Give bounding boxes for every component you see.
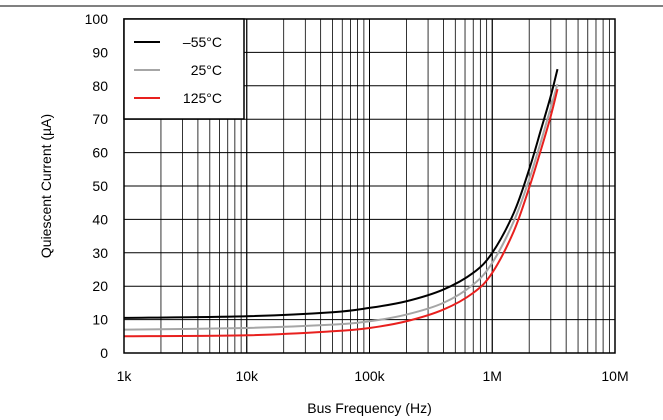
- tick-labels: 0 10 20 30 40 50 60 70 80 90 100 1k 10k 100k 1M 10M: [85, 11, 629, 384]
- legend-label: 125°C: [183, 90, 222, 106]
- plot-frame: [123, 18, 616, 354]
- y-tick-label: 70: [92, 111, 108, 127]
- y-tick-label: 20: [92, 278, 108, 294]
- x-tick-label: 1M: [483, 368, 502, 384]
- x-tick-label: 10M: [601, 368, 628, 384]
- y-tick-label: 50: [92, 178, 108, 194]
- x-tick-label: 10k: [235, 368, 259, 384]
- legend-label: –55°C: [183, 34, 222, 50]
- series-layer: [123, 68, 559, 338]
- x-tick-label: 100k: [354, 368, 385, 384]
- legend-label: 25°C: [191, 62, 222, 78]
- y-tick-label: 30: [92, 245, 108, 261]
- legend: –55°C 25°C 125°C: [123, 18, 245, 120]
- y-tick-label: 90: [92, 44, 108, 60]
- series-line-1: [123, 83, 559, 331]
- y-tick-label: 10: [92, 312, 108, 328]
- y-tick-label: 40: [92, 211, 108, 227]
- y-tick-label: 80: [92, 78, 108, 94]
- y-tick-label: 100: [85, 11, 109, 27]
- y-tick-label: 60: [92, 145, 108, 161]
- y-tick-label: 0: [100, 345, 108, 361]
- series-line-2: [123, 88, 559, 338]
- series-line-0: [123, 68, 559, 319]
- x-tick-label: 1k: [117, 368, 133, 384]
- y-axis-label: Quiescent Current (µA): [38, 114, 54, 258]
- x-axis-label: Bus Frequency (Hz): [307, 400, 431, 416]
